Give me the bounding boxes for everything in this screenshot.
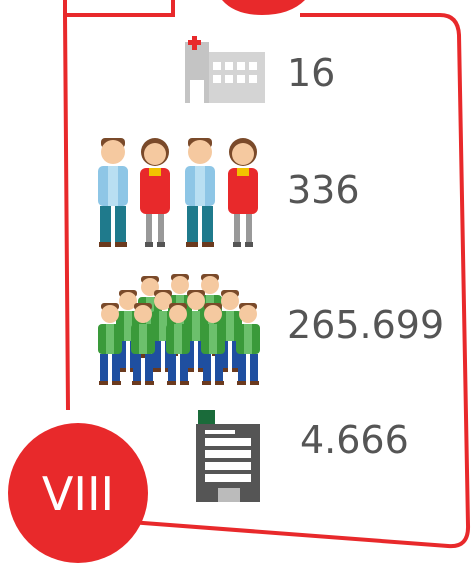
crowd-icon xyxy=(98,274,260,385)
woman-figure xyxy=(140,138,170,247)
hospital-count: 16 xyxy=(287,51,335,95)
crowd-figure xyxy=(236,303,260,385)
woman-figure xyxy=(228,138,258,247)
building-count: 4.666 xyxy=(300,418,409,462)
crowd-figure xyxy=(166,303,190,385)
crowd-figure xyxy=(98,303,122,385)
badge-circle xyxy=(8,423,148,563)
crowd-figure xyxy=(201,303,225,385)
frame xyxy=(63,0,471,549)
top-tab xyxy=(222,0,305,15)
hospital-icon xyxy=(185,36,265,103)
badge-label: VIII xyxy=(42,467,114,521)
staff-icon xyxy=(98,138,258,247)
man-figure xyxy=(98,138,128,247)
man-figure xyxy=(185,138,215,247)
population-count: 265.699 xyxy=(287,303,444,347)
staff-count: 336 xyxy=(287,168,360,212)
crowd-figure xyxy=(131,303,155,385)
building-icon xyxy=(196,410,260,502)
